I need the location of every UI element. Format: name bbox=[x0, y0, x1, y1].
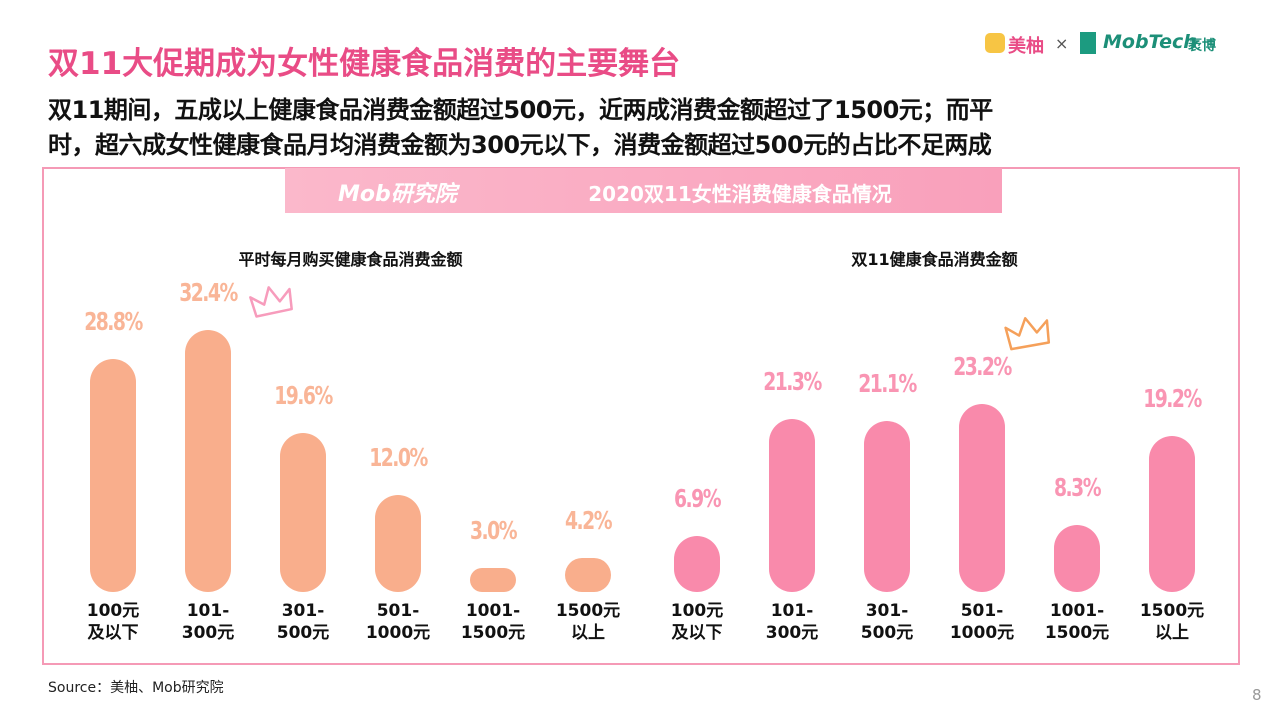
logo-meiyou: 美柚 bbox=[1008, 36, 1044, 57]
value-label: 4.2% bbox=[564, 505, 613, 535]
x-tick-label: 501- 1000元 bbox=[365, 601, 431, 643]
bar bbox=[864, 421, 910, 592]
value-label: 6.9% bbox=[673, 484, 722, 514]
value-label: 21.3% bbox=[763, 367, 822, 397]
bar bbox=[674, 536, 720, 592]
x-tick-label: 100元 及以下 bbox=[86, 601, 140, 643]
banner bbox=[285, 168, 1002, 213]
value-label: 21.1% bbox=[858, 369, 917, 399]
value-label: 8.3% bbox=[1053, 472, 1102, 502]
chart-title: 平时每月购买健康食品消费金额 bbox=[238, 250, 463, 269]
value-label: 12.0% bbox=[369, 442, 428, 472]
value-label: 3.0% bbox=[469, 515, 518, 545]
bar bbox=[185, 329, 231, 592]
crown-icon bbox=[249, 286, 293, 318]
x-tick-label: 301- 500元 bbox=[860, 601, 914, 643]
value-label: 28.8% bbox=[84, 306, 143, 336]
chart-title: 双11健康食品消费金额 bbox=[851, 250, 1018, 269]
value-label: 23.2% bbox=[953, 352, 1012, 382]
bar bbox=[959, 404, 1005, 592]
banner-title: 2020双11女性消费健康食品情况 bbox=[588, 182, 892, 206]
x-tick-label: 1500元 以上 bbox=[555, 601, 621, 643]
subtitle-line: 时，超六成女性健康食品月均消费金额为300元以下，消费金额超过500元的占比不足… bbox=[48, 131, 992, 159]
x-tick-label: 101- 300元 bbox=[765, 601, 819, 643]
x-tick-label: 301- 500元 bbox=[276, 601, 330, 643]
logo-icon bbox=[1080, 32, 1096, 54]
bar bbox=[1054, 524, 1100, 592]
source: Source：美柚、Mob研究院 bbox=[48, 680, 224, 696]
value-label: 19.6% bbox=[274, 381, 333, 411]
x-tick-label: 1500元 以上 bbox=[1139, 601, 1205, 643]
page-number: 8 bbox=[1252, 686, 1262, 704]
bar bbox=[565, 557, 611, 592]
value-label: 19.2% bbox=[1143, 384, 1202, 414]
bar bbox=[280, 433, 326, 592]
bar bbox=[375, 494, 421, 592]
crown-icon bbox=[1004, 316, 1051, 351]
x-tick-label: 501- 1000元 bbox=[949, 601, 1015, 643]
bar bbox=[769, 419, 815, 592]
logo-mobtech-cn: 袤博 bbox=[1188, 38, 1216, 54]
x-tick-label: 1001- 1500元 bbox=[460, 601, 526, 643]
bar bbox=[1149, 436, 1195, 592]
x-tick-label: 101- 300元 bbox=[181, 601, 235, 643]
subtitle-line: 双11期间，五成以上健康食品消费金额超过500元，近两成消费金额超过了1500元… bbox=[48, 96, 993, 124]
value-label: 32.4% bbox=[179, 277, 238, 307]
banner-logo: Mob研究院 bbox=[338, 182, 457, 207]
x-tick-label: 100元 及以下 bbox=[670, 601, 724, 643]
x-tick-label: 1001- 1500元 bbox=[1044, 601, 1110, 643]
bar bbox=[470, 567, 516, 592]
bar bbox=[90, 358, 136, 592]
logo-sep: × bbox=[1055, 34, 1069, 53]
logo-mobtech: MobTech bbox=[1103, 31, 1197, 53]
slide-title: 双11大促期成为女性健康食品消费的主要舞台 bbox=[48, 46, 681, 82]
logo-icon bbox=[985, 33, 1005, 53]
